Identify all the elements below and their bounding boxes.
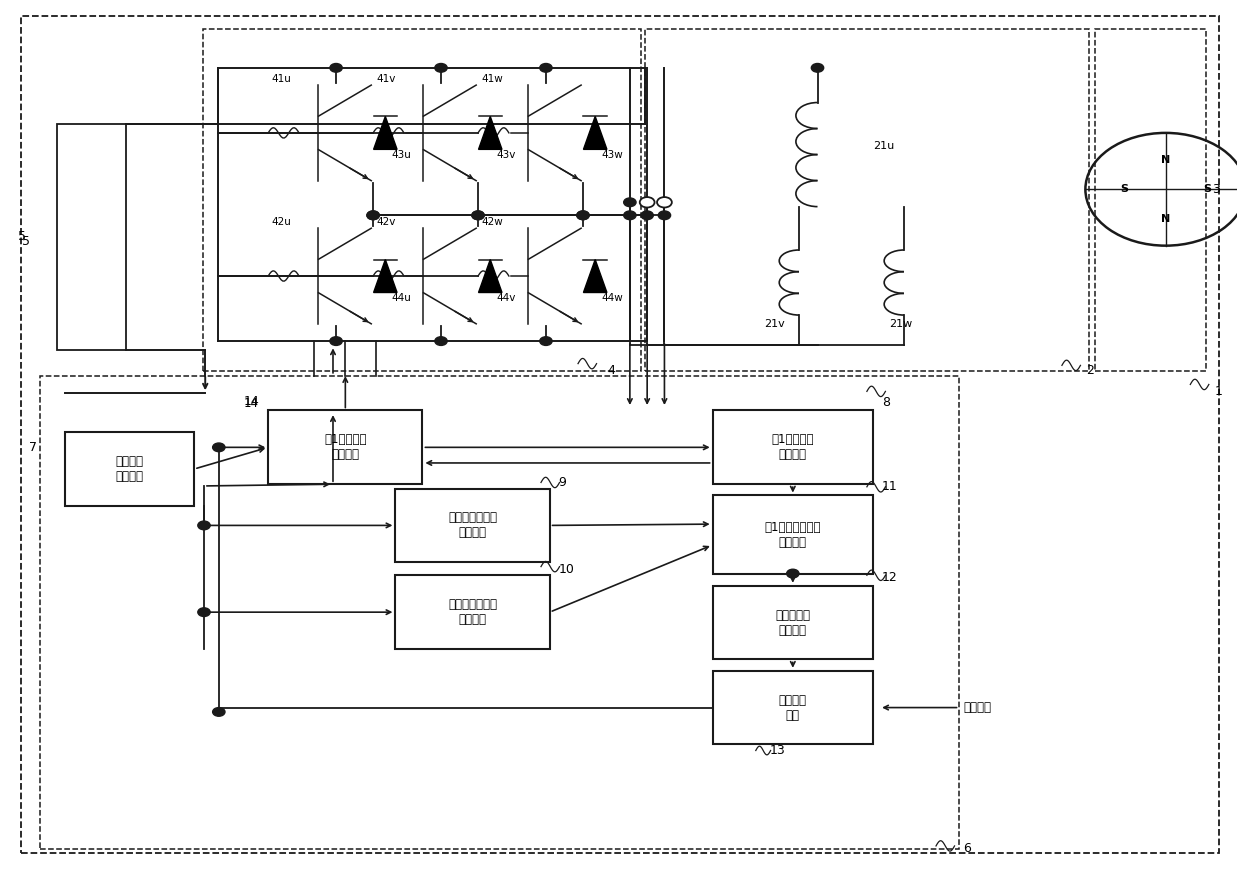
Text: 电动机速度
运算电路: 电动机速度 运算电路 (775, 608, 810, 636)
Circle shape (435, 64, 448, 72)
Circle shape (330, 64, 342, 72)
Text: 43w: 43w (601, 149, 624, 160)
Text: 43v: 43v (496, 149, 516, 160)
Text: 44u: 44u (392, 292, 412, 303)
Polygon shape (373, 116, 397, 149)
Text: 44v: 44v (496, 292, 516, 303)
Text: 9: 9 (558, 476, 567, 489)
Text: 感应电压基准值
作成电路: 感应电压基准值 作成电路 (448, 512, 497, 540)
Text: 12: 12 (882, 572, 898, 584)
Text: 7: 7 (30, 441, 37, 454)
Circle shape (577, 211, 589, 220)
Text: 43u: 43u (392, 149, 412, 160)
Circle shape (367, 211, 379, 220)
Text: 11: 11 (882, 480, 898, 493)
Text: 42u: 42u (272, 217, 291, 227)
Text: 5: 5 (19, 230, 26, 244)
Circle shape (472, 211, 484, 220)
Text: 10: 10 (558, 563, 574, 575)
Text: 第1开关信号
作成电路: 第1开关信号 作成电路 (324, 433, 367, 461)
Circle shape (198, 521, 210, 530)
Text: 6: 6 (963, 842, 971, 855)
Bar (57, 124, 126, 350)
Bar (713, 496, 873, 574)
Text: 3: 3 (1213, 182, 1220, 196)
Circle shape (472, 211, 484, 220)
Bar (396, 489, 549, 562)
Circle shape (624, 211, 636, 220)
Text: 第1感应电压
检测电路: 第1感应电压 检测电路 (771, 433, 815, 461)
Text: 14: 14 (244, 395, 259, 409)
Polygon shape (479, 116, 502, 149)
Bar (396, 575, 549, 649)
Circle shape (539, 64, 552, 72)
Text: 4: 4 (608, 364, 615, 377)
Circle shape (367, 211, 379, 220)
Text: 直流电压
检测电路: 直流电压 检测电路 (115, 455, 144, 483)
Text: 42w: 42w (482, 217, 503, 227)
Polygon shape (584, 259, 606, 292)
Text: S: S (1203, 184, 1211, 195)
Text: 44w: 44w (601, 292, 624, 303)
Bar (645, 29, 1089, 371)
Text: N: N (1161, 214, 1171, 223)
Bar (64, 432, 195, 505)
Text: 感应电压变化率
作成电路: 感应电压变化率 作成电路 (448, 598, 497, 626)
Circle shape (212, 708, 224, 716)
Text: 42v: 42v (377, 217, 397, 227)
Text: N: N (1161, 155, 1171, 165)
Text: 14: 14 (243, 397, 258, 410)
Circle shape (624, 198, 636, 207)
Text: 8: 8 (882, 396, 890, 409)
Circle shape (657, 197, 672, 208)
Circle shape (539, 337, 552, 346)
Text: 1: 1 (1215, 385, 1223, 398)
Circle shape (641, 211, 653, 220)
Circle shape (435, 337, 448, 346)
Text: 指令速度: 指令速度 (963, 701, 991, 714)
Text: 41u: 41u (272, 74, 291, 84)
Bar (713, 670, 873, 745)
Circle shape (577, 211, 589, 220)
Bar (713, 410, 873, 485)
Bar (203, 29, 641, 371)
Bar (40, 375, 960, 849)
Circle shape (786, 569, 799, 578)
Text: 21v: 21v (764, 319, 785, 329)
Text: 5: 5 (22, 235, 30, 248)
Bar (1095, 29, 1207, 371)
Text: 13: 13 (769, 744, 785, 757)
Text: 41v: 41v (377, 74, 397, 84)
Text: 21u: 21u (873, 141, 894, 151)
Circle shape (658, 211, 671, 220)
Circle shape (811, 64, 823, 72)
Text: S: S (1120, 184, 1128, 195)
Circle shape (330, 337, 342, 346)
Text: 第1转子旋转位置
检测电路: 第1转子旋转位置 检测电路 (765, 520, 821, 548)
Polygon shape (373, 259, 397, 292)
Text: 41w: 41w (482, 74, 503, 84)
Circle shape (198, 608, 210, 616)
Text: 2: 2 (1086, 364, 1095, 377)
Circle shape (212, 443, 224, 451)
Text: 速度控制
电路: 速度控制 电路 (779, 693, 807, 722)
Circle shape (640, 197, 655, 208)
Bar (268, 410, 423, 485)
Text: 21w: 21w (889, 319, 913, 329)
Bar (713, 586, 873, 659)
Polygon shape (479, 259, 502, 292)
Polygon shape (584, 116, 606, 149)
